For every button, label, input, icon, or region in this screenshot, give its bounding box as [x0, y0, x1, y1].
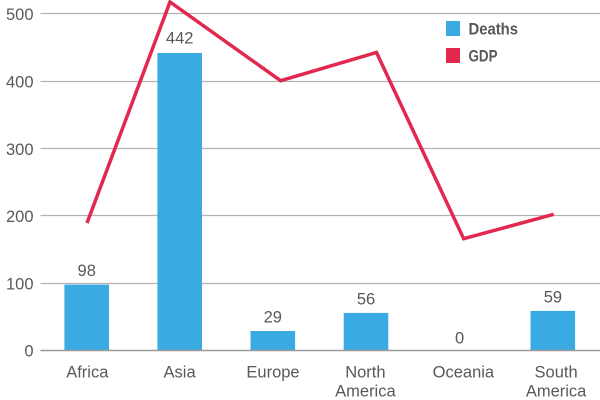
svg-text:200: 200 — [6, 208, 34, 226]
svg-text:America: America — [335, 382, 396, 400]
svg-text:North: North — [345, 363, 385, 381]
svg-text:0: 0 — [24, 343, 33, 361]
svg-text:100: 100 — [6, 276, 34, 294]
svg-text:South: South — [535, 363, 578, 381]
svg-text:0: 0 — [455, 330, 464, 348]
svg-text:400: 400 — [6, 73, 34, 91]
svg-text:Deaths: Deaths — [469, 20, 519, 38]
svg-text:Oceania: Oceania — [433, 363, 495, 381]
svg-text:500: 500 — [6, 6, 34, 24]
svg-text:59: 59 — [544, 288, 562, 306]
svg-text:Africa: Africa — [66, 363, 109, 381]
svg-text:98: 98 — [78, 262, 96, 280]
svg-text:Asia: Asia — [164, 363, 197, 381]
svg-text:56: 56 — [357, 290, 375, 308]
svg-text:Europe: Europe — [246, 363, 299, 381]
svg-text:442: 442 — [166, 30, 194, 48]
svg-text:America: America — [526, 382, 587, 400]
svg-text:29: 29 — [264, 309, 282, 327]
svg-text:300: 300 — [6, 141, 34, 159]
svg-text:GDP: GDP — [469, 47, 498, 65]
